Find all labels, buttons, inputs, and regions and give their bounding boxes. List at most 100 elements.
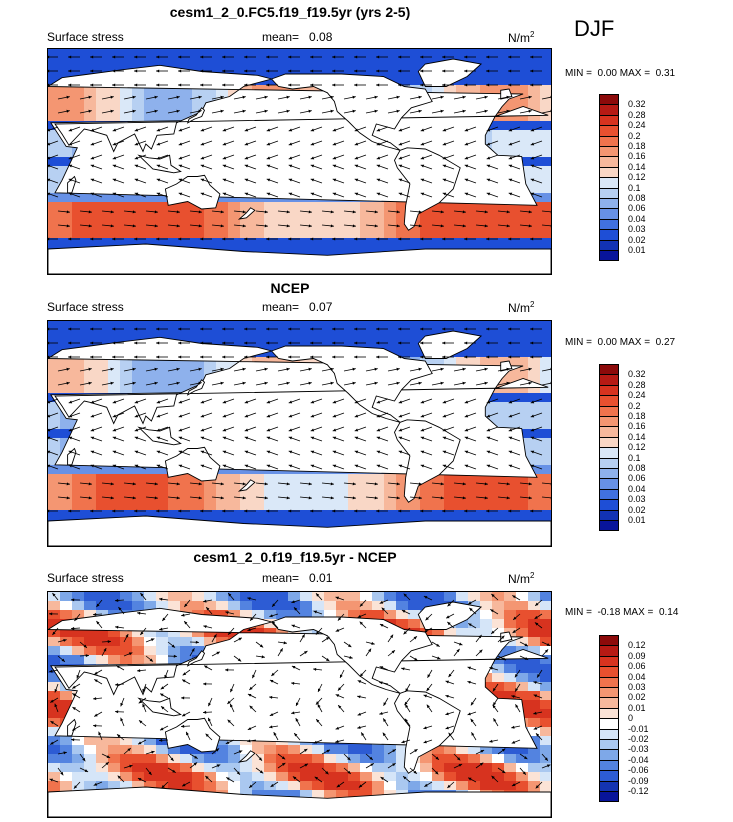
stress-vector-head [49,778,53,782]
field-cell [348,745,361,755]
field-cell [516,474,529,484]
field-cell [60,49,73,59]
field-cell [528,76,541,86]
land-outline [48,515,551,546]
field-cell [528,103,541,113]
stress-vector-head [357,680,362,684]
stress-vector-head [376,400,381,404]
stress-vector-head [420,436,425,440]
field-cell [528,736,541,746]
field-cell [60,211,73,221]
field-cell [300,330,313,340]
field-cell [288,247,301,257]
field-cell [228,772,241,782]
field-cell [60,103,73,113]
field-cell [216,238,229,248]
field-cell [300,790,313,800]
field-cell [108,193,121,203]
stress-vector-head [154,496,158,500]
field-cell [312,510,325,520]
field-cell [384,754,397,764]
field-cell [252,492,265,502]
stress-vector-head [228,593,232,597]
field-cell [540,148,551,158]
field-cell [408,76,421,86]
stress-vector-head [486,464,491,468]
stress-vector-head [266,464,271,468]
field-cell [132,49,145,59]
field-cell [468,339,481,349]
stress-vector-head [266,327,270,331]
field-cell [540,184,551,194]
field-cell [84,85,97,95]
field-cell [72,339,85,349]
field-cell [516,420,529,430]
field-cell [180,655,193,665]
stress-vector-head [178,509,182,513]
stress-vector-head [286,496,290,500]
field-cell [96,112,109,122]
stress-vector-head [442,164,447,168]
field-cell [456,321,469,331]
field-cell [300,58,313,68]
field-cell [312,483,325,493]
field-cell [516,402,529,412]
field-cell [96,736,109,746]
field-cell [132,330,145,340]
field-cell [336,501,349,511]
stress-vector-head [103,648,107,652]
stress-vector-head [68,400,73,404]
field-cell [276,763,289,773]
field-cell [48,348,61,358]
stress-vector-head [244,142,249,146]
field-cell [156,193,169,203]
stress-vector-head [264,367,268,371]
stress-vector-head [506,95,510,99]
field-cell [132,220,145,230]
stress-vector-head [281,762,286,766]
stress-vector-head [68,69,72,73]
field-cell [72,384,85,394]
field-cell [144,501,157,511]
field-cell [108,601,121,611]
field-cell [480,673,493,683]
field-cell [216,483,229,493]
field-cell [348,238,361,248]
field-cell [504,148,517,158]
field-cell [324,238,337,248]
field-cell [84,330,97,340]
field-cell [168,211,181,221]
stress-vector-head [132,224,136,228]
field-cell [180,474,193,484]
field-cell [216,339,229,349]
minmax-diff: MIN = -0.18 MAX = 0.14 [565,607,679,618]
field-cell [420,238,433,248]
field-cell [288,49,301,59]
field-cell [540,438,551,448]
field-cell [144,58,157,68]
field-cell [528,745,541,755]
field-cell [492,772,505,782]
stress-vector-head [420,83,424,87]
field-cell [156,655,169,665]
field-cell [60,58,73,68]
stress-vector-head [156,69,160,73]
field-cell [336,510,349,520]
stress-vector-head [266,83,270,87]
field-cell [276,238,289,248]
field-cell [288,754,301,764]
field-cell [48,211,61,221]
field-cell [180,763,193,773]
stress-vector-head [68,142,73,146]
stress-vector-head [220,95,224,99]
field-cell [504,384,517,394]
stress-vector-head [178,237,182,241]
stress-vector-head [486,428,491,432]
stress-vector-head [134,69,138,73]
field-cell [468,357,481,367]
field-cell [504,682,517,692]
field-cell [132,85,145,95]
stress-vector-head [347,757,351,761]
field-cell [168,49,181,59]
field-cell [504,202,517,212]
